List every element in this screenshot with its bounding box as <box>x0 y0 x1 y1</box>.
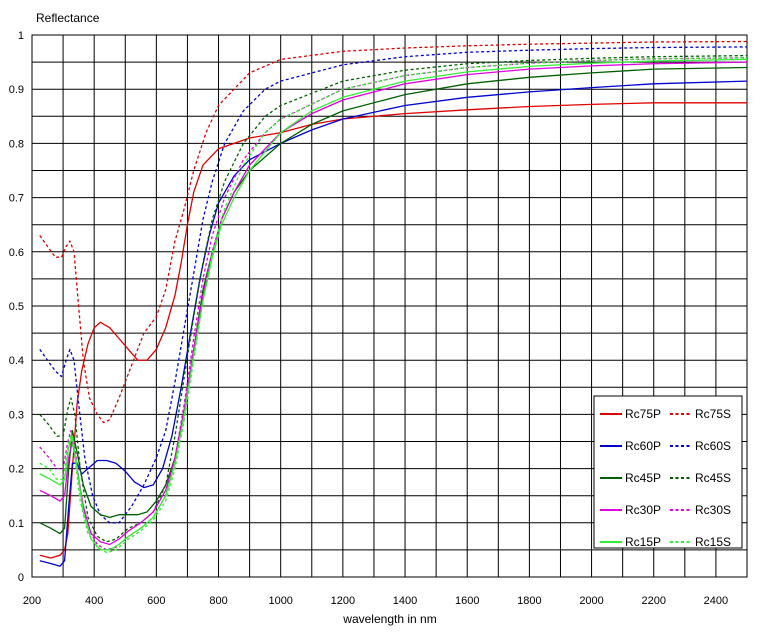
legend-label-rc30p: Rc30P <box>625 503 661 517</box>
y-axis-title: Reflectance <box>36 11 100 25</box>
x-axis-title: wavelength in nm <box>342 612 436 626</box>
y-tick-label: 0.4 <box>9 355 24 367</box>
series-line-rc60s <box>39 46 748 524</box>
series-line-rc75s <box>39 40 748 424</box>
legend-label-rc60s: Rc60S <box>695 439 731 453</box>
x-tick-label: 1400 <box>393 595 417 607</box>
x-tick-label: 1200 <box>331 595 355 607</box>
y-axis-tick-labels: 0 0.1 0.2 0.3 0.4 0.5 0.6 0.7 0.8 0.9 1 <box>9 30 24 584</box>
series-line-rc15p <box>39 58 748 551</box>
legend: Rc75P Rc75S Rc60P Rc60S Rc45P Rc45S Rc30P Rc30S… <box>593 395 743 549</box>
legend-label-rc45p: Rc45P <box>625 471 661 485</box>
y-tick-label: 0.6 <box>9 247 24 259</box>
y-tick-label: 0.9 <box>9 84 24 96</box>
y-tick-label: 1 <box>18 30 24 42</box>
plot-area-frame <box>31 34 748 578</box>
x-tick-label: 600 <box>147 595 165 607</box>
y-tick-label: 0.1 <box>9 518 24 530</box>
series-line-rc60p <box>39 80 748 567</box>
legend-label-rc75s: Rc75S <box>695 407 731 421</box>
legend-box <box>593 395 743 549</box>
x-tick-label: 2200 <box>641 595 665 607</box>
series-line-rc45s <box>39 54 748 543</box>
y-tick-label: 0.5 <box>9 301 24 313</box>
y-tick-label: 0 <box>18 572 24 584</box>
y-tick-label: 0.8 <box>9 138 24 150</box>
x-tick-label: 2000 <box>579 595 603 607</box>
legend-label-rc15p: Rc15P <box>625 535 661 549</box>
series-line-rc75p <box>39 102 747 559</box>
series-line-rc30s <box>39 57 748 551</box>
legend-label-rc60p: Rc60P <box>625 439 661 453</box>
series-line-rc15s <box>39 57 748 554</box>
x-tick-label: 1800 <box>517 595 541 607</box>
series-layer <box>39 40 748 567</box>
y-tick-label: 0.7 <box>9 193 24 205</box>
legend-label-rc30s: Rc30S <box>695 503 731 517</box>
y-tick-label: 0.2 <box>9 464 24 476</box>
x-tick-label: 400 <box>85 595 103 607</box>
series-line-rc45p <box>39 66 748 535</box>
legend-label-rc75p: Rc75P <box>625 407 661 421</box>
x-tick-label: 2400 <box>704 595 728 607</box>
x-tick-label: 200 <box>23 595 41 607</box>
x-tick-label: 1600 <box>455 595 479 607</box>
x-axis-tick-labels: 200 400 600 800 1000 1200 1400 1600 1800 2000 2200… <box>23 595 728 607</box>
x-tick-label: 1000 <box>268 595 292 607</box>
legend-label-rc15s: Rc15S <box>695 535 731 549</box>
x-tick-label: 800 <box>209 595 227 607</box>
legend-label-rc45s: Rc45S <box>695 471 731 485</box>
y-tick-label: 0.3 <box>9 409 24 421</box>
